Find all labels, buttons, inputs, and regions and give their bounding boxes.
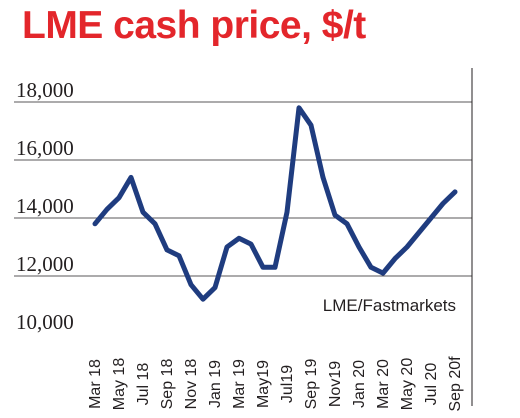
- x-tick-label: May 18: [111, 358, 128, 411]
- source-label: LME/Fastmarkets: [323, 296, 456, 315]
- x-tick-label: Jul 20: [423, 363, 440, 406]
- x-tick-label: Sep 18: [159, 359, 176, 410]
- x-tick-label: May19: [255, 360, 272, 408]
- x-tick-label: Jan 19: [207, 360, 224, 408]
- x-tick-label: Jan 20: [351, 360, 368, 408]
- y-axis: 10,000 12,000 14,000 16,000 18,000: [16, 78, 74, 334]
- x-tick-label: Mar 19: [231, 359, 248, 409]
- x-tick-label: Nov 18: [183, 359, 200, 410]
- chart-title: LME cash price, $/t: [22, 4, 366, 47]
- x-axis: Mar 18 May 18 Jul 18 Sep 18 Nov 18 Jan 19 Mar …: [87, 356, 464, 412]
- y-tick-label: 12,000: [16, 252, 74, 276]
- x-tick-label: Jul 18: [135, 363, 152, 406]
- series: [92, 105, 458, 302]
- x-tick-label: Nov19: [327, 361, 344, 407]
- y-tick-label: 18,000: [16, 78, 74, 102]
- y-tick-label: 16,000: [16, 136, 74, 160]
- x-tick-label: Mar 20: [375, 359, 392, 409]
- x-tick-label: Mar 18: [87, 359, 104, 409]
- gridlines: [14, 101, 472, 277]
- x-tick-label: Jul19: [279, 365, 296, 403]
- x-tick-label: Sep 19: [303, 359, 320, 410]
- y-tick-label: 10,000: [16, 310, 74, 334]
- x-tick-label: May 20: [399, 358, 416, 411]
- y-tick-label: 14,000: [16, 194, 74, 218]
- series-line: [92, 105, 458, 302]
- x-tick-label: Sep 20f: [447, 356, 464, 412]
